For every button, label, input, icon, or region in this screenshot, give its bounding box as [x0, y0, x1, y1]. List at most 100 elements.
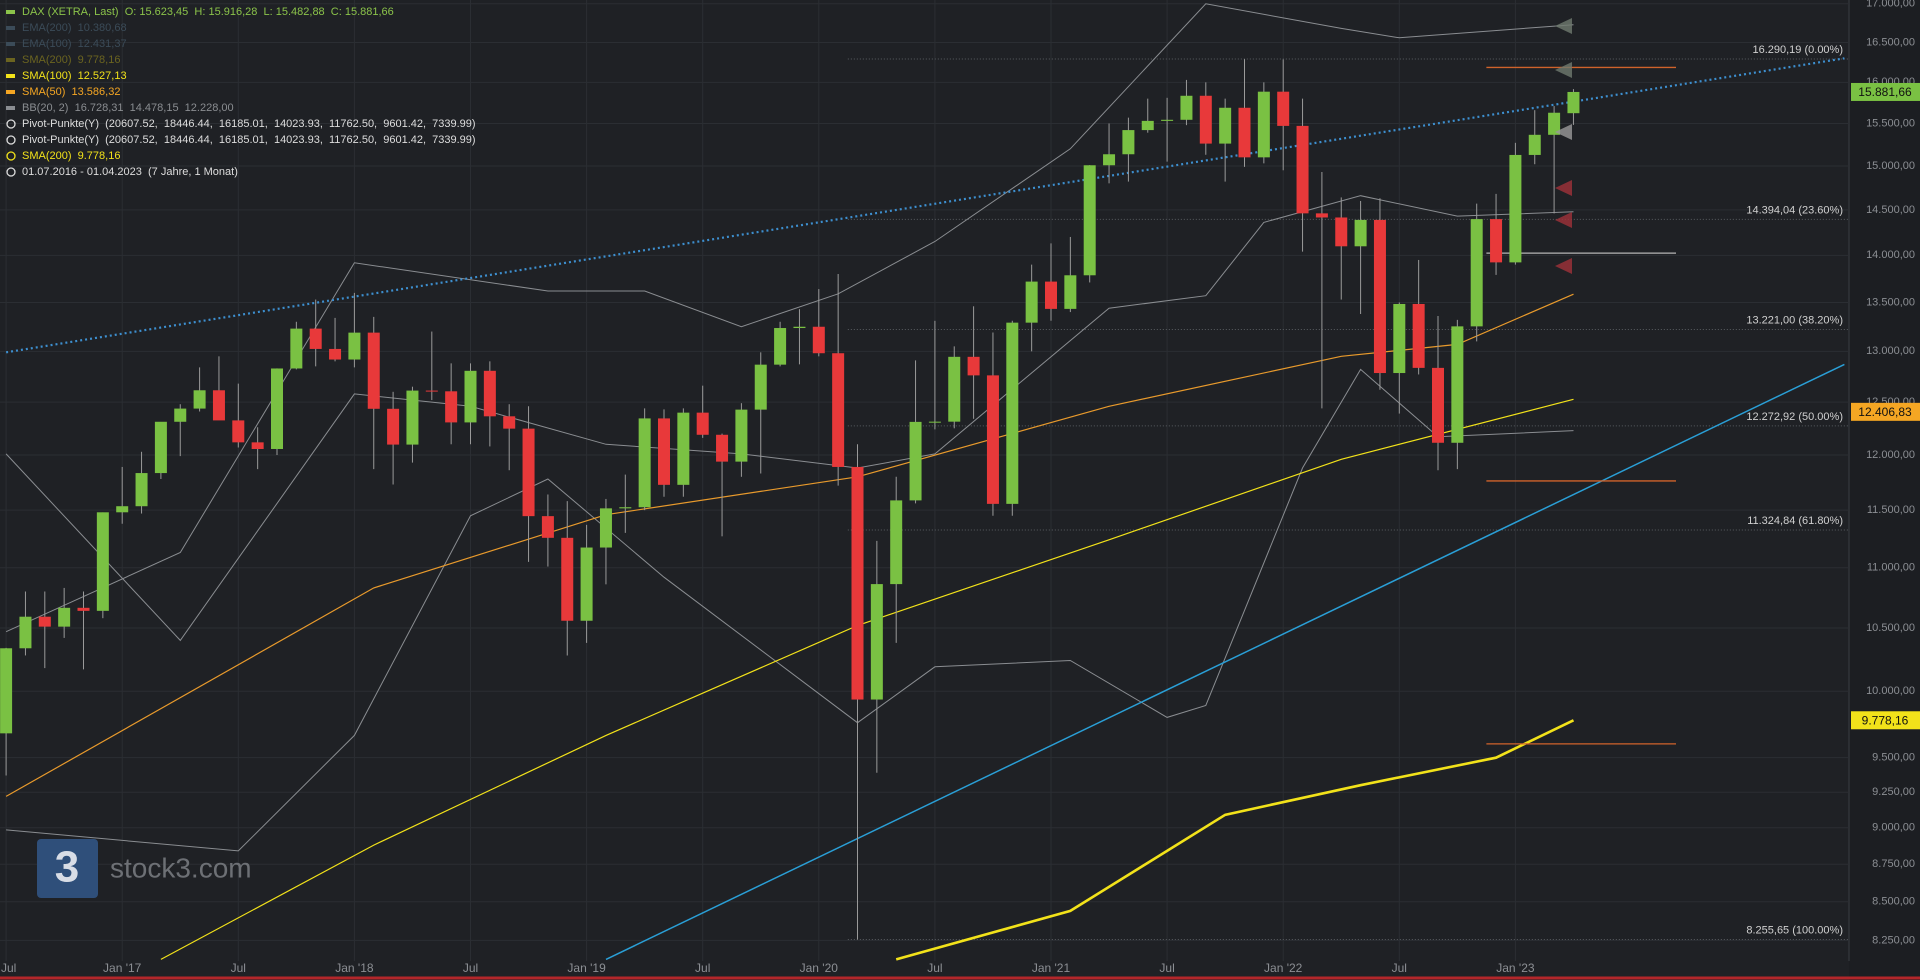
- candle-body: [1393, 303, 1406, 374]
- indicator-line: [895, 719, 1575, 961]
- x-tick-label: Jan '17: [103, 961, 142, 975]
- candle-body: [1490, 219, 1503, 263]
- x-tick-label: Jan '18: [335, 961, 374, 975]
- y-tick-label: 14.000,00: [1866, 249, 1915, 261]
- candle-body: [425, 390, 438, 392]
- candle-body: [1257, 91, 1270, 158]
- candle-body: [77, 607, 90, 611]
- arrows: [1555, 18, 1572, 274]
- legend-icon: [6, 58, 15, 62]
- y-tick-label: 9.500,00: [1872, 752, 1915, 764]
- y-tick-label: 13.500,00: [1866, 296, 1915, 308]
- x-tick-label: Jul: [463, 961, 478, 975]
- price-tag: [1851, 711, 1920, 730]
- candle-body: [193, 390, 206, 409]
- trend-line: [605, 363, 1845, 961]
- candle-body: [658, 418, 670, 485]
- arrow-icon: [1555, 18, 1572, 34]
- candle-body: [754, 364, 767, 410]
- price-tag-label: 9.778,16: [1862, 713, 1909, 727]
- candle-body: [271, 368, 283, 449]
- x-tick-label: Jan '19: [567, 961, 606, 975]
- candle-body: [1238, 107, 1251, 158]
- candle-body: [948, 356, 961, 422]
- legend-icon: [6, 151, 16, 161]
- candle-body: [1219, 107, 1232, 144]
- fib-label: 11.324,84 (61.80%): [1747, 515, 1843, 527]
- arrow-icon: [1555, 124, 1572, 140]
- legend-text: SMA(50) 13.586,32: [22, 86, 120, 98]
- candle-body: [1141, 120, 1154, 131]
- legend: DAX (XETRA, Last) O: 15.623,45 H: 15.916…: [6, 6, 476, 178]
- legend-text: Pivot-Punkte(Y) (20607.52, 18446.44, 161…: [22, 134, 476, 146]
- candle-body: [541, 516, 554, 538]
- candle-body: [329, 348, 342, 360]
- x-tick-label: Jul: [1392, 961, 1407, 975]
- y-tick-label: 16.500,00: [1866, 36, 1915, 48]
- candle-body: [58, 607, 71, 627]
- fib-label: 12.272,92 (50.00%): [1746, 411, 1843, 423]
- candle-body: [1045, 281, 1057, 309]
- y-tick-label: 9.250,00: [1872, 786, 1915, 798]
- trend-line: [5, 57, 1845, 354]
- candle-body: [232, 420, 245, 443]
- y-tick-label: 14.500,00: [1866, 204, 1915, 216]
- candle-body: [135, 473, 148, 507]
- arrow-icon: [1555, 180, 1572, 196]
- legend-icon: [6, 167, 16, 177]
- candle-body: [174, 408, 187, 422]
- candle-body: [638, 418, 651, 508]
- marks: 15.881,66 12.406,83 9.778,16: [0, 3, 1920, 961]
- y-tick-label: 17.000,00: [1866, 0, 1915, 10]
- candle-body: [812, 326, 825, 354]
- x-tick-label: Jul: [695, 961, 710, 975]
- candle-body: [580, 547, 593, 621]
- candle-body: [928, 421, 941, 423]
- candle-body: [1103, 154, 1116, 166]
- x-tick-label: Jan '21: [1032, 961, 1071, 975]
- y-tick-label: 8.500,00: [1872, 896, 1915, 908]
- candle-body: [716, 434, 729, 462]
- legend-text: SMA(100) 12.527,13: [22, 70, 127, 82]
- y-tick-label: 9.000,00: [1872, 822, 1915, 834]
- logo-text: 3: [55, 843, 79, 892]
- candle-body: [1161, 119, 1174, 121]
- candle-body: [1199, 95, 1212, 144]
- candle-body: [290, 328, 303, 369]
- legend-icon: [6, 90, 15, 94]
- watermark: 3 stock3.com: [37, 839, 252, 898]
- legend-icon: [6, 74, 15, 78]
- x-tick-label: Jul: [231, 961, 246, 975]
- candle-body: [1296, 125, 1309, 214]
- candle-body: [619, 507, 632, 509]
- candle-body: [1315, 213, 1328, 218]
- candle-body: [367, 332, 380, 409]
- candle-body: [735, 409, 748, 462]
- candle-body: [1548, 112, 1561, 135]
- candle-body: [1412, 303, 1425, 368]
- legend-text: DAX (XETRA, Last) O: 15.623,45 H: 15.916…: [22, 6, 394, 18]
- y-tick-label: 15.500,00: [1866, 117, 1915, 129]
- legend-icon: [6, 106, 15, 110]
- candle-body: [851, 466, 864, 700]
- candle-body: [1567, 91, 1580, 114]
- candle-body: [1528, 134, 1541, 155]
- candle-body: [445, 391, 458, 423]
- x-tick-label: Jul: [1, 961, 16, 975]
- legend-text: BB(20, 2) 16.728,31 14.478,15 12.228,00: [22, 102, 234, 114]
- candle-body: [19, 616, 32, 649]
- legend-icon: [6, 135, 16, 145]
- y-tick-label: 10.000,00: [1866, 685, 1915, 697]
- candle-body: [387, 408, 400, 445]
- candle-body: [909, 421, 922, 501]
- candle-body: [309, 328, 322, 349]
- legend-icon: [6, 42, 15, 46]
- candle-body: [96, 512, 109, 611]
- y-tick-label: 8.750,00: [1872, 858, 1915, 870]
- candle-body: [483, 370, 496, 417]
- price-tag: [1851, 402, 1920, 421]
- price-tag-label: 12.406,83: [1858, 405, 1912, 419]
- candle-body: [251, 442, 264, 449]
